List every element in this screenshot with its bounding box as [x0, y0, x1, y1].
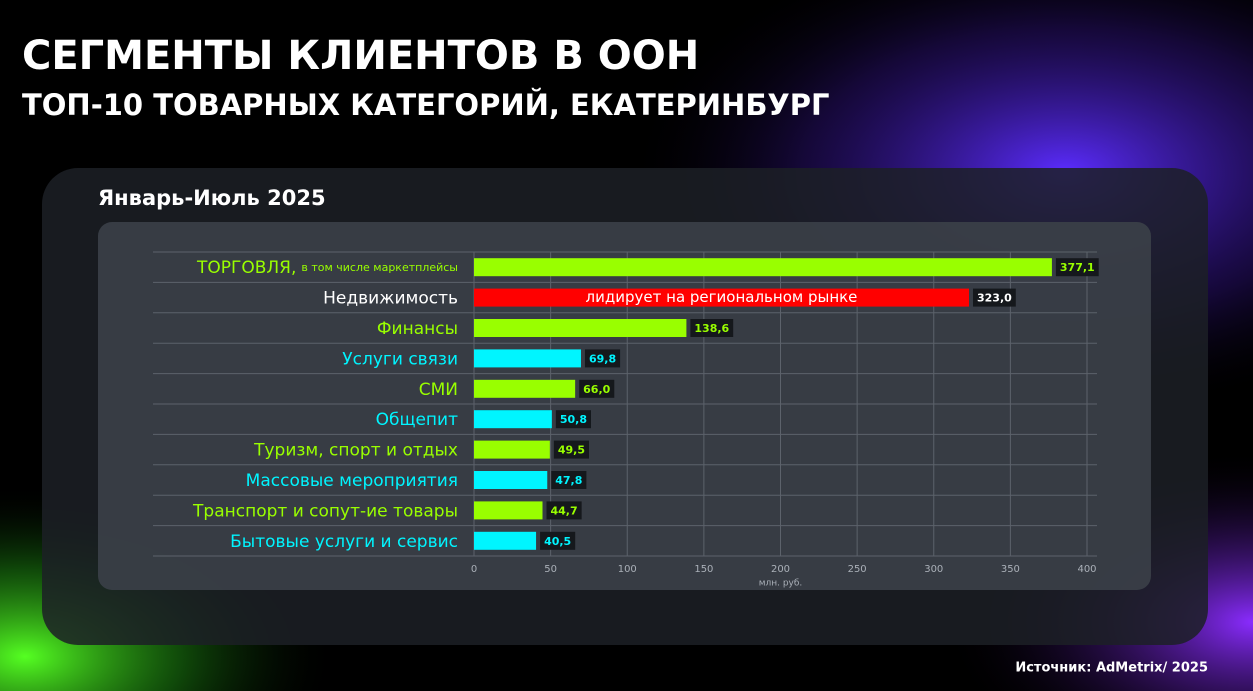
category-note: в том числе маркетплейсы: [301, 261, 458, 274]
category-text: Финансы: [377, 319, 458, 339]
value-label-box: [579, 379, 615, 398]
x-tick-label: 300: [924, 564, 943, 575]
period: Январь-Июль 2025: [98, 186, 326, 210]
category-text: Услуги связи: [342, 349, 458, 369]
category-text: ТОРГОВЛЯ,: [196, 258, 296, 278]
title: СЕГМЕНТЫ КЛИЕНТОВ В ООН: [22, 33, 699, 79]
bar: [474, 379, 576, 398]
subtitle: ТОП-10 ТОВАРНЫХ КАТЕГОРИЙ, ЕКАТЕРИНБУРГ: [22, 88, 830, 122]
category-label: Финансы: [377, 319, 458, 339]
value-label-box: [553, 440, 589, 459]
value-label: 40,5: [544, 535, 571, 548]
plot: 0 50 100 150 200 250 300 350 400 млн. руб. ТОРГОВЛ…: [153, 251, 1099, 589]
value-label: 50,8: [560, 413, 587, 426]
bar: [474, 531, 537, 550]
x-tick-label: 0: [471, 564, 477, 575]
category-label: Общепит: [376, 410, 458, 430]
category-text: Общепит: [376, 410, 458, 430]
x-tick-label: 200: [771, 564, 790, 575]
bar: [474, 288, 969, 307]
x-tick-label: 150: [694, 564, 713, 575]
category-text: Бытовые услуги и сервис: [230, 532, 458, 552]
category-text: Массовые мероприятия: [246, 471, 458, 491]
category-label: ТОРГОВЛЯ, в том числе маркетплейсы: [196, 258, 458, 278]
bar: [474, 440, 550, 459]
category-label: Массовые мероприятия: [246, 471, 458, 491]
plot-panel: [98, 222, 1151, 590]
category-label: Бытовые услуги и сервис: [230, 532, 458, 552]
category-label: Транспорт и сопут-ие товары: [192, 501, 458, 521]
category-text: Туризм, спорт и отдых: [253, 441, 458, 461]
value-label-box: [690, 319, 734, 337]
value-label: 49,5: [558, 444, 585, 457]
value-label-box: [972, 288, 1016, 307]
x-tick-label: 250: [848, 564, 867, 575]
value-label-box: [540, 531, 576, 550]
value-label: 377,1: [1060, 261, 1095, 274]
x-tick-label: 100: [618, 564, 637, 575]
bar: [474, 349, 581, 368]
value-label: 323,0: [977, 292, 1012, 305]
x-tick-label: 400: [1077, 564, 1096, 575]
value-label-box: [555, 410, 591, 429]
value-label-box: [584, 349, 621, 368]
value-label: 69,8: [589, 352, 616, 365]
category-text: СМИ: [419, 380, 458, 400]
annotation: лидирует на региональном рынке: [586, 288, 858, 306]
value-label: 66,0: [583, 383, 610, 396]
x-tick-label: 350: [1001, 564, 1020, 575]
category-label: СМИ: [419, 380, 458, 400]
category-label: Услуги связи: [342, 349, 458, 369]
value-label-box: [1055, 258, 1099, 277]
bar: [474, 501, 543, 520]
source: Источник: AdMetrix/ 2025: [1015, 661, 1208, 676]
value-label: 138,6: [694, 322, 729, 335]
bar: [474, 319, 687, 337]
x-axis-label: млн. руб.: [759, 579, 803, 589]
bar: [474, 471, 548, 489]
value-label: 47,8: [555, 474, 582, 487]
category-label: Недвижимость: [323, 289, 458, 309]
value-label-box: [551, 471, 587, 489]
category-label: Туризм, спорт и отдых: [253, 441, 458, 461]
x-tick-label: 50: [544, 564, 557, 575]
bar: [474, 410, 552, 429]
category-text: Транспорт и сопут-ие товары: [192, 501, 458, 521]
value-label: 44,7: [551, 504, 578, 517]
bar: [474, 258, 1052, 277]
value-label-box: [546, 501, 582, 520]
category-text: Недвижимость: [323, 289, 458, 309]
